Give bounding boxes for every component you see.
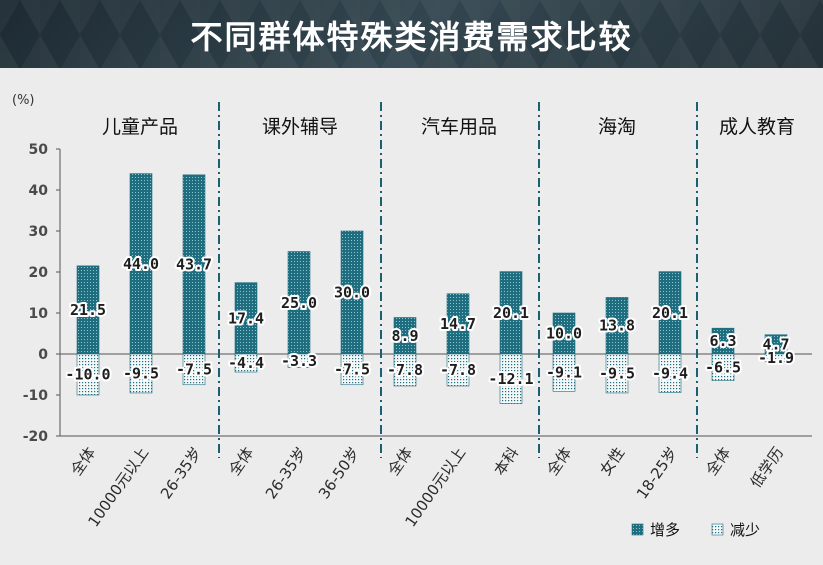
- group-label: 汽车用品: [421, 116, 497, 138]
- legend-swatch: [711, 523, 724, 536]
- category-label: 26-35岁: [262, 444, 310, 502]
- bar-decrease: [446, 353, 470, 387]
- bar-decrease: [234, 353, 258, 373]
- data-label-increase: 44.0: [123, 255, 159, 273]
- group-label: 课外辅导: [262, 116, 338, 138]
- data-label-decrease: -9.1: [546, 364, 582, 382]
- group-label: 成人教育: [719, 116, 795, 138]
- y-tick-label: -20: [23, 429, 49, 445]
- group-label: 儿童产品: [102, 116, 178, 138]
- bar-decrease: [605, 353, 629, 394]
- category-label: 26-35岁: [157, 444, 205, 502]
- category-label: 低学历: [747, 444, 788, 491]
- data-label-decrease: -1.9: [758, 349, 794, 367]
- bar-decrease: [658, 353, 682, 393]
- bar-decrease: [340, 353, 364, 386]
- y-axis-unit: (%): [12, 93, 35, 108]
- bar-decrease: [499, 353, 523, 404]
- legend-label: 增多: [650, 521, 680, 539]
- y-tick-label: 40: [29, 183, 49, 199]
- category-label: 全体: [702, 444, 734, 479]
- data-label-increase: 20.1: [652, 304, 688, 322]
- category-label: 18-25岁: [633, 444, 681, 502]
- data-label-decrease: -9.5: [123, 364, 159, 382]
- category-label: 女性: [596, 444, 628, 479]
- data-label-increase: 8.9: [391, 327, 418, 345]
- chart-title: 不同群体特殊类消费需求比较: [190, 18, 633, 56]
- y-tick-label: 0: [38, 347, 48, 363]
- data-label-decrease: -7.8: [387, 361, 423, 379]
- y-tick-label: 10: [29, 306, 49, 322]
- data-label-increase: 13.8: [599, 317, 635, 335]
- y-tick-label: 30: [29, 224, 49, 240]
- category-label: 全体: [384, 444, 416, 479]
- data-label-decrease: -7.5: [176, 360, 212, 378]
- y-tick-label: 50: [29, 142, 49, 158]
- category-label: 本科: [490, 444, 522, 479]
- category-label: 36-50岁: [315, 444, 363, 502]
- data-label-decrease: -9.4: [652, 364, 688, 382]
- data-label-decrease: -3.3: [281, 352, 317, 370]
- data-label-increase: 20.1: [493, 304, 529, 322]
- bar-decrease: [393, 353, 417, 387]
- bar-decrease: [764, 353, 788, 363]
- data-label-increase: 30.0: [334, 284, 370, 302]
- y-tick-label: 20: [29, 265, 49, 281]
- data-label-decrease: -4.4: [228, 354, 264, 372]
- data-label-increase: 43.7: [176, 255, 212, 273]
- data-label-decrease: -12.1: [488, 370, 533, 388]
- data-label-increase: 21.5: [70, 301, 106, 319]
- data-label-increase: 14.7: [440, 315, 476, 333]
- legend-swatch: [631, 523, 644, 536]
- bar-decrease: [129, 353, 153, 394]
- bar-decrease: [552, 353, 576, 392]
- data-label-decrease: -7.8: [440, 361, 476, 379]
- category-label: 全体: [225, 444, 257, 479]
- y-tick-label: -10: [23, 388, 49, 404]
- data-label-decrease: -10.0: [65, 366, 110, 384]
- data-label-increase: 25.0: [281, 294, 317, 312]
- data-label-increase: 17.4: [228, 309, 264, 327]
- chart-header: 不同群体特殊类消费需求比较: [0, 0, 823, 68]
- group-label: 海淘: [598, 116, 636, 138]
- category-label: 全体: [543, 444, 575, 479]
- bar-decrease: [711, 353, 735, 381]
- bar-decrease: [182, 353, 206, 386]
- data-label-increase: 4.7: [762, 335, 789, 353]
- data-label-increase: 6.3: [709, 332, 736, 350]
- category-label: 全体: [67, 444, 99, 479]
- legend-label: 减少: [730, 521, 760, 539]
- data-label-decrease: -6.5: [705, 358, 741, 376]
- bar-decrease: [76, 353, 100, 396]
- bar-decrease: [287, 353, 311, 368]
- data-label-increase: 10.0: [546, 325, 582, 343]
- data-label-decrease: -7.5: [334, 360, 370, 378]
- data-label-decrease: -9.5: [599, 364, 635, 382]
